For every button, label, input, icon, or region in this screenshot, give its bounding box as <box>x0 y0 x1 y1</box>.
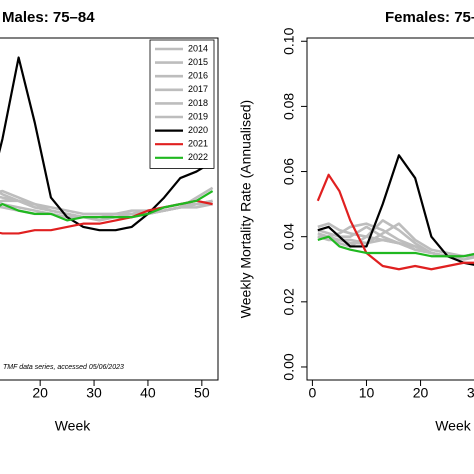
annotation: TMF data series, accessed 05/06/2023 <box>3 364 124 371</box>
legend-label: 2020 <box>188 125 208 135</box>
legend-label: 2019 <box>188 111 208 121</box>
legend-label: 2016 <box>188 71 208 81</box>
series-line <box>317 154 474 266</box>
legend-label: 2017 <box>188 84 208 94</box>
y-tick-label: 0.10 <box>281 27 297 54</box>
x-tick-label: 20 <box>413 385 429 401</box>
legend-label: 2021 <box>188 139 208 149</box>
plot-area <box>0 56 214 235</box>
x-axis-label: Week <box>55 418 92 434</box>
y-tick-label: 0.08 <box>281 93 297 120</box>
series-line <box>0 190 214 222</box>
y-tick-label: 0.02 <box>281 288 297 315</box>
series-line <box>316 173 474 271</box>
y-tick-label: 0.06 <box>281 158 297 185</box>
legend-label: 2022 <box>188 152 208 162</box>
y-tick-label: 0.00 <box>281 353 297 380</box>
x-tick-label: 30 <box>86 385 102 401</box>
series-line <box>0 199 213 222</box>
x-tick-label: 30 <box>467 385 474 401</box>
plot-area <box>316 154 474 271</box>
x-tick-label: 10 <box>359 385 375 401</box>
series-line <box>317 235 474 258</box>
chart-title: Females: 75–84 <box>385 9 474 26</box>
x-tick-label: 20 <box>32 385 48 401</box>
y-axis-label: Weekly Mortality Rate (Annualised) <box>238 100 254 318</box>
legend-label: 2018 <box>188 98 208 108</box>
x-tick-label: 0 <box>309 385 317 401</box>
x-axis-label: Week <box>435 418 472 434</box>
x-tick-label: 50 <box>194 385 210 401</box>
legend-label: 2015 <box>188 57 208 67</box>
y-tick-label: 0.04 <box>281 223 297 250</box>
x-tick-label: 40 <box>140 385 156 401</box>
legend-label: 2014 <box>188 43 208 53</box>
plot-frame <box>306 37 474 381</box>
series-line <box>0 56 214 232</box>
chart-title: Males: 75–84 <box>2 9 95 26</box>
